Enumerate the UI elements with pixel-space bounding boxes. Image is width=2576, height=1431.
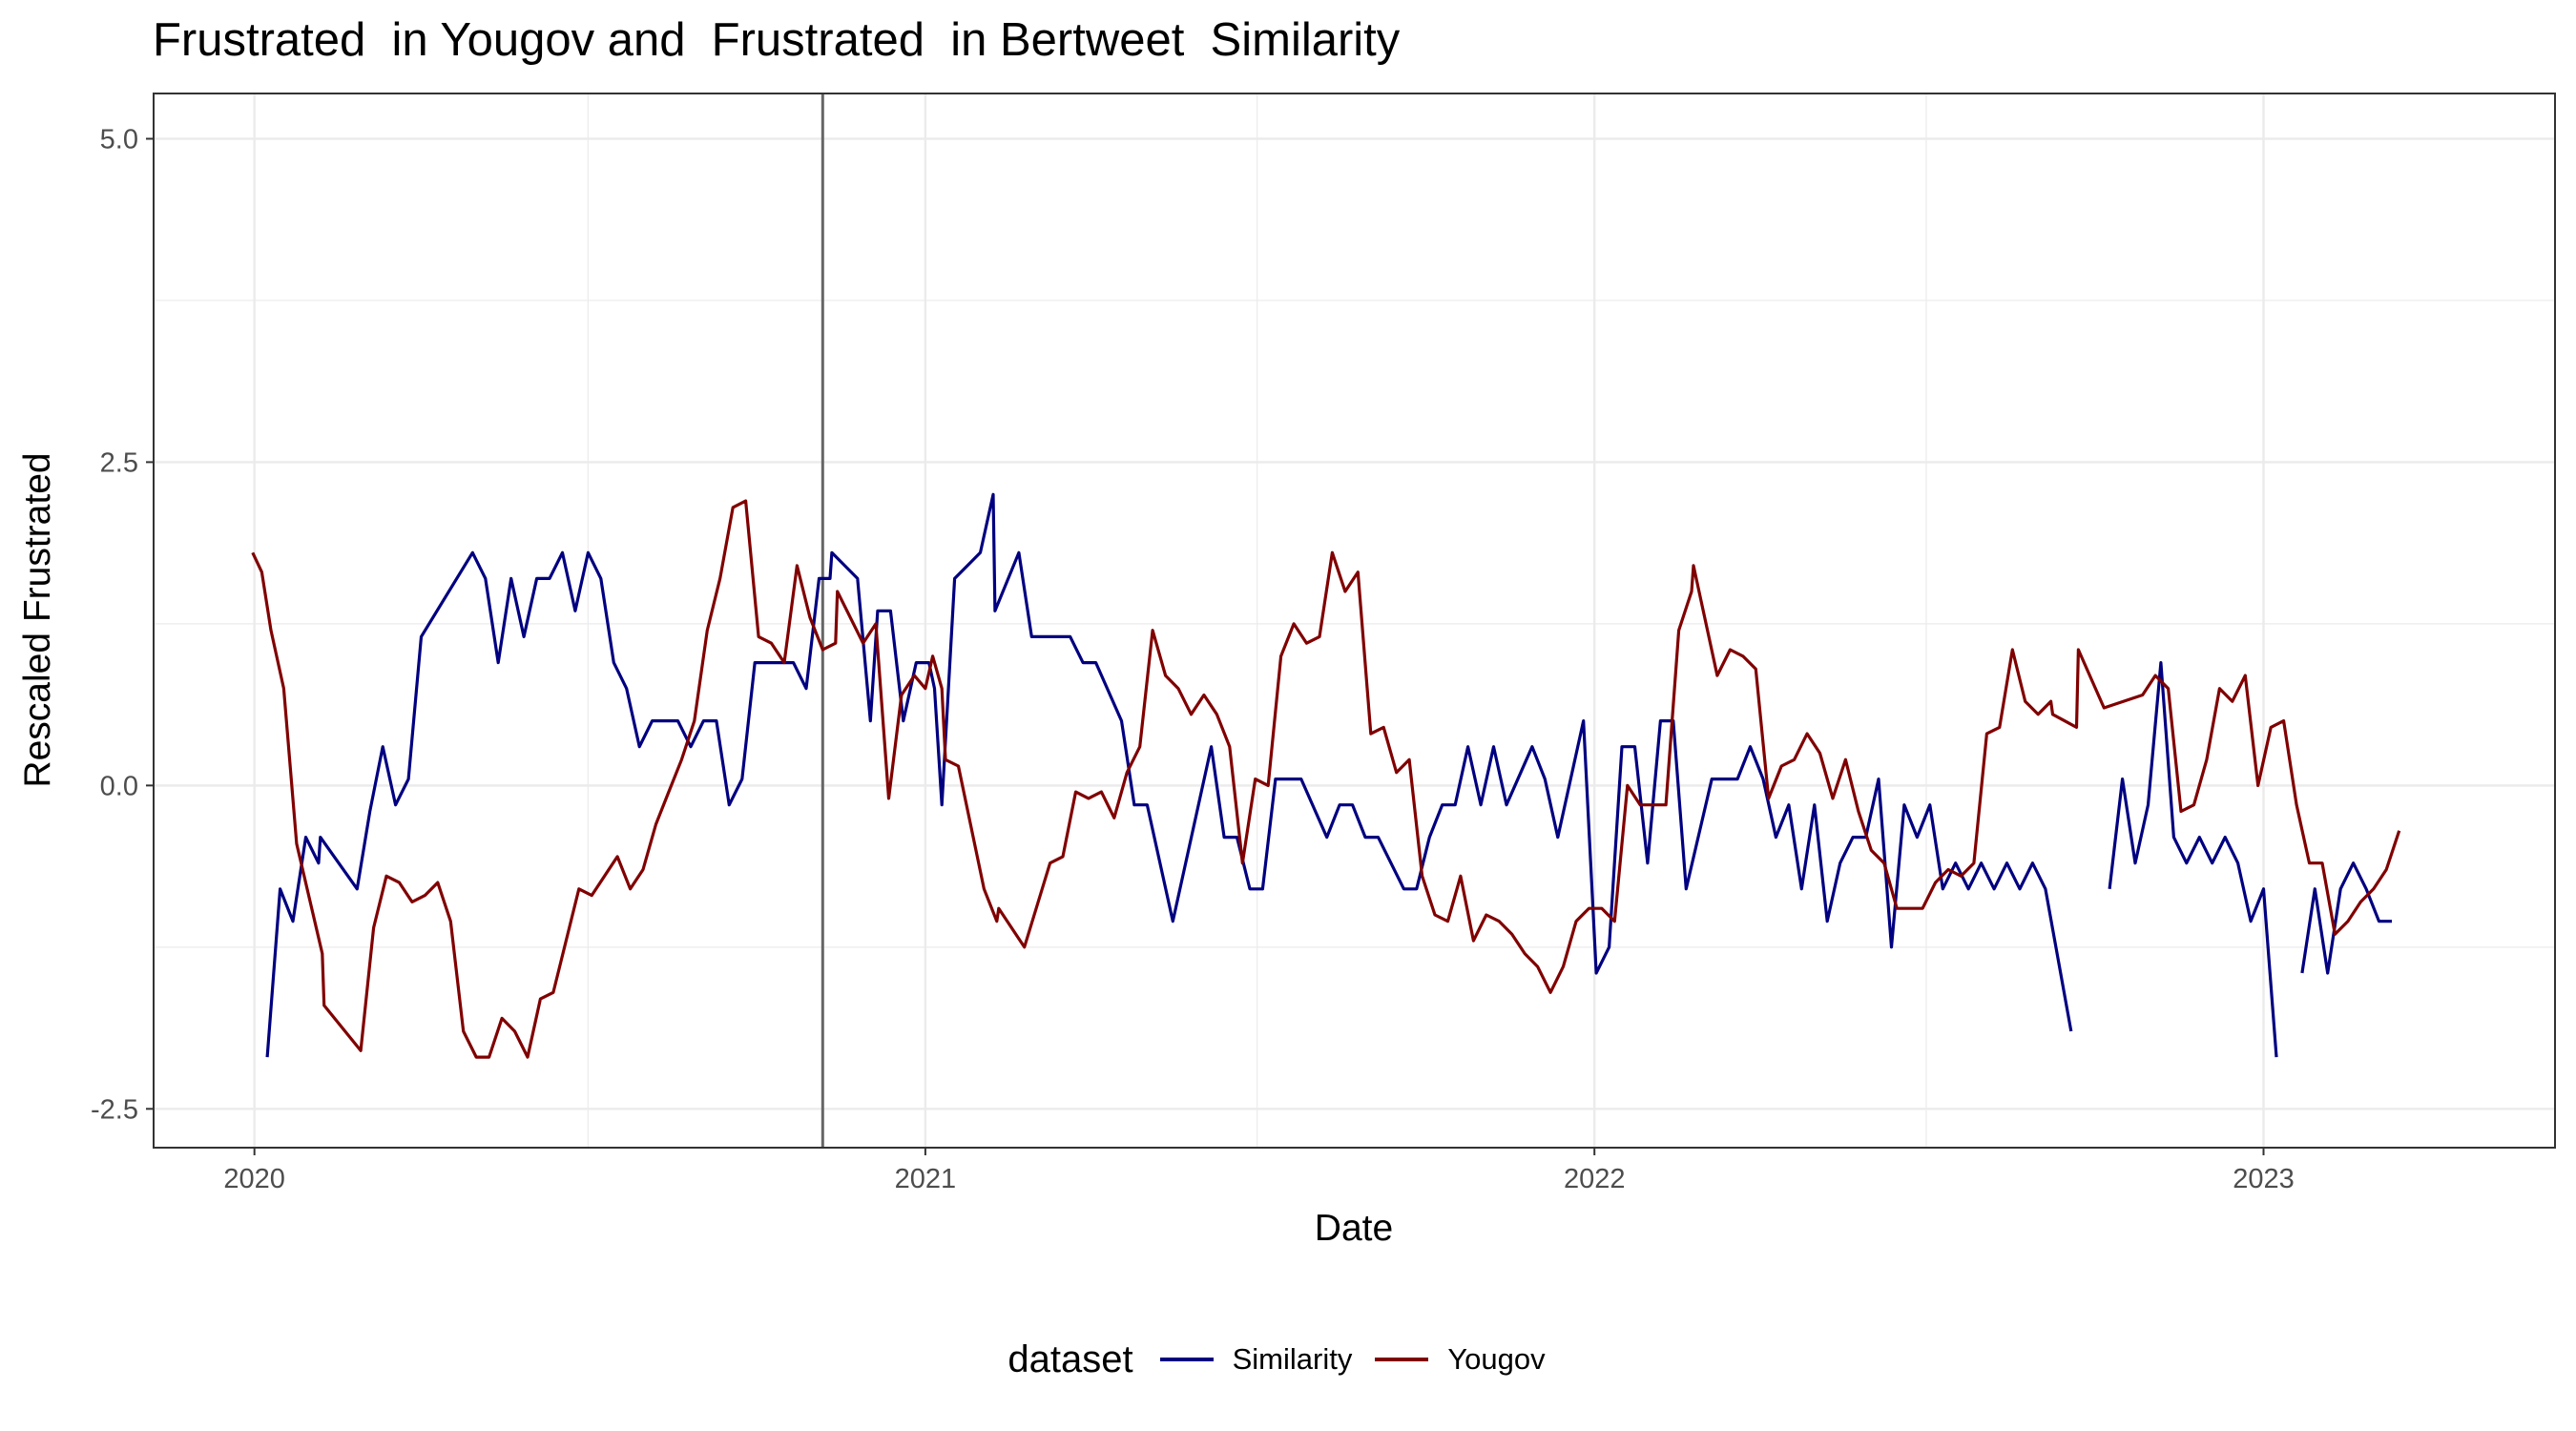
- x-tick-label: 2020: [223, 1164, 285, 1194]
- y-tick-label: 2.5: [100, 447, 138, 478]
- y-tick-label: 0.0: [100, 771, 138, 801]
- legend-label-similarity: Similarity: [1232, 1342, 1353, 1376]
- legend-item-similarity: Similarity: [1159, 1342, 1353, 1377]
- series-line-yougov: [251, 499, 2401, 1059]
- x-axis-title: Date: [1315, 1208, 1393, 1249]
- y-tick-label: -2.5: [91, 1094, 138, 1125]
- x-tick-label: 2023: [2233, 1164, 2295, 1194]
- major-gridlines: [154, 93, 2555, 1148]
- chart-title: Frustrated in Yougov and Frustrated in B…: [153, 14, 1401, 66]
- legend-label-yougov: Yougov: [1447, 1342, 1546, 1376]
- legend: dataset Similarity Yougov: [0, 1331, 2576, 1388]
- axis-ticks: -2.5 0.0 2.5 5.0 2020 2021 2022 2023: [91, 124, 2295, 1194]
- legend-title: dataset: [1008, 1338, 1133, 1380]
- y-axis-title: Rescaled Frustrated: [17, 452, 58, 787]
- series-line-similarity: [265, 492, 2073, 1058]
- x-tick-label: 2021: [895, 1164, 957, 1194]
- legend-key-similarity: [1159, 1358, 1214, 1361]
- series-similarity: [265, 492, 2392, 1058]
- panel-border: [153, 93, 2556, 1149]
- legend-item-yougov: Yougov: [1375, 1342, 1546, 1377]
- minor-gridlines: [154, 93, 2555, 1148]
- series-line-similarity: [2300, 861, 2392, 975]
- y-tick-label: 5.0: [100, 124, 138, 155]
- series-layer: [251, 492, 2401, 1059]
- legend-key-yougov: [1375, 1358, 1429, 1361]
- series-yougov: [251, 499, 2401, 1059]
- x-tick-label: 2022: [1564, 1164, 1626, 1194]
- series-line-similarity: [2108, 660, 2278, 1058]
